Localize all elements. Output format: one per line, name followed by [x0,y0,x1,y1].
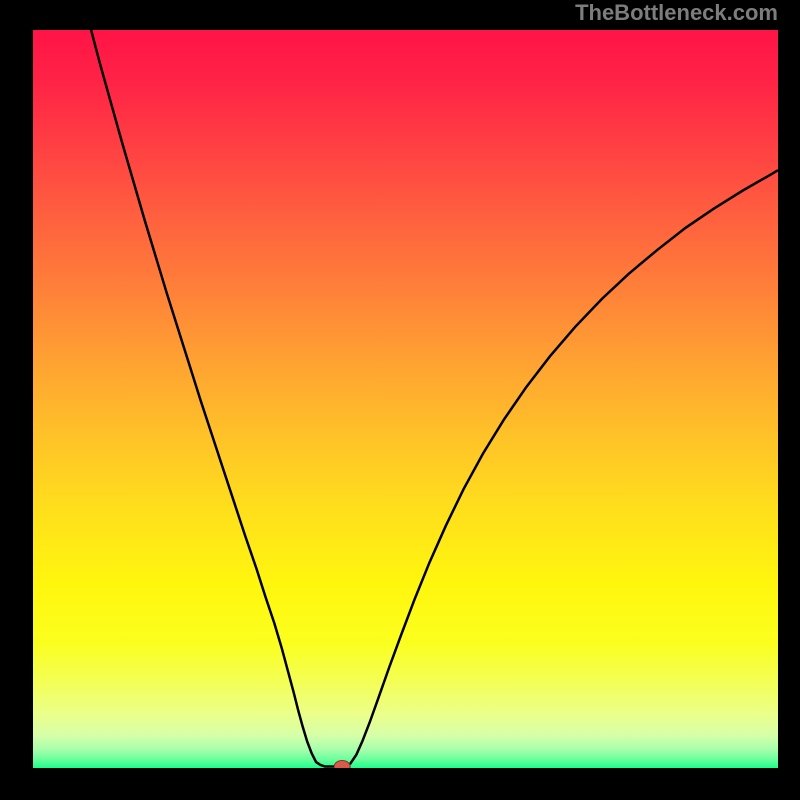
chart-container: TheBottleneck.com [0,0,800,800]
optimum-marker [334,761,350,768]
gradient-background [33,30,778,768]
plot-area [33,30,778,768]
attribution-label: TheBottleneck.com [575,0,778,26]
